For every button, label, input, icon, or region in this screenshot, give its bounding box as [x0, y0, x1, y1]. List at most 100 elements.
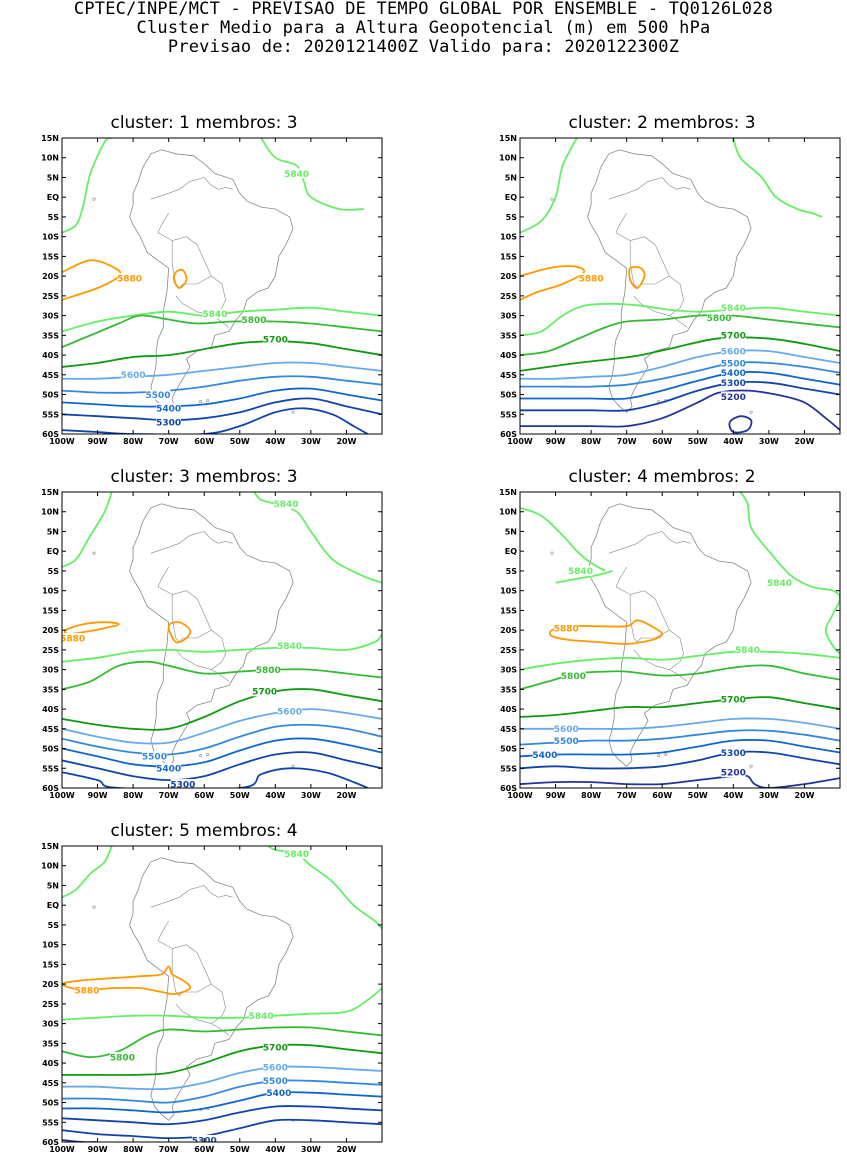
lon-tick-label: 20W — [794, 791, 814, 800]
lon-tick-label: 80W — [123, 791, 143, 800]
contour-label-bg — [735, 644, 760, 655]
lat-tick-label: 45S — [500, 371, 517, 380]
lon-tick-label: 70W — [159, 437, 179, 446]
contour-label: 5600 — [721, 347, 746, 357]
country-border — [608, 531, 663, 554]
contour-label-bg — [767, 577, 792, 588]
lon-tick-label: 90W — [88, 1145, 108, 1154]
lat-tick-label: 60S — [500, 784, 517, 793]
lon-tick-label: 90W — [88, 437, 108, 446]
island — [199, 400, 203, 404]
country-border — [203, 885, 233, 898]
contour-5840 — [739, 492, 840, 655]
contour-label: 5500 — [554, 737, 579, 747]
lat-tick-label: 50S — [500, 745, 517, 754]
map-plot: 58805840584058005700560055005400530015N1… — [41, 135, 383, 446]
lat-tick-label: 15N — [41, 135, 59, 143]
lat-tick-label: 10S — [42, 587, 59, 596]
contour-label: 5800 — [561, 672, 586, 682]
contour-5840 — [555, 570, 613, 584]
contour-label: 5700 — [263, 1044, 288, 1054]
contour-label-bg — [561, 670, 586, 681]
contour-label: 5880 — [60, 634, 85, 644]
coastline — [129, 149, 294, 413]
country-border — [150, 885, 205, 908]
panel-title: cluster: 3 membros: 3 — [110, 467, 298, 487]
contour-label: 5840 — [273, 500, 298, 510]
lat-tick-label: 60S — [42, 1138, 59, 1147]
lat-tick-label: 25S — [42, 1000, 59, 1009]
contour-5880 — [63, 621, 120, 636]
contour-label-bg — [263, 1042, 288, 1053]
contour-5700 — [520, 696, 840, 718]
contour-label: 5840 — [721, 304, 746, 314]
contour-5840 — [520, 650, 840, 671]
coastline — [587, 503, 752, 767]
plot-frame — [519, 491, 841, 789]
contour-5500 — [62, 723, 382, 756]
island — [550, 197, 554, 201]
lat-tick-label: 5S — [506, 567, 518, 576]
lon-tick-label: 50W — [230, 1145, 250, 1154]
lat-tick-label: 50S — [42, 391, 59, 400]
island — [92, 197, 96, 201]
country-border — [669, 629, 684, 670]
contour-5840 — [520, 302, 840, 337]
island — [206, 398, 210, 402]
contour-label-bg — [721, 694, 746, 705]
lon-tick-label: 80W — [123, 1145, 143, 1154]
contour-label-bg — [256, 664, 281, 675]
contour-5840 — [62, 492, 113, 568]
lat-tick-label: 5S — [506, 213, 518, 222]
contour-5800 — [62, 314, 382, 349]
island — [664, 752, 668, 756]
contour-label: 5300 — [721, 749, 746, 759]
lat-tick-label: 50S — [500, 391, 517, 400]
contour-label: 5300 — [721, 379, 746, 389]
contour-label: 5840 — [277, 642, 302, 652]
map-area: 5880 5840 5840 5800 5700 5600 5500 5400 5300 — [62, 138, 382, 434]
contour-5200 — [520, 389, 840, 431]
lat-tick-label: 10N — [41, 154, 59, 163]
cluster-panel-3: cluster: 3 membros: 3 5880 5840 5840 5800 57… — [24, 467, 384, 812]
country-border — [669, 315, 688, 328]
country-border — [171, 594, 180, 643]
contour-5700 — [62, 688, 382, 731]
contour-label-bg — [721, 330, 746, 341]
lat-tick-label: 15S — [42, 960, 59, 969]
header-line-2: Cluster Medio para a Altura Geopotencial… — [136, 18, 711, 38]
lat-tick-label: 60S — [42, 430, 59, 439]
contour-label-bg — [156, 763, 181, 774]
coastline — [587, 149, 752, 413]
contour-label: 5840 — [284, 170, 309, 180]
lon-tick-label: 70W — [617, 437, 637, 446]
map-plot: 58805840584058005700560055005400530015N1… — [41, 489, 383, 800]
country-border — [629, 594, 638, 643]
lat-tick-label: 55S — [42, 410, 59, 419]
country-border — [633, 649, 670, 670]
lat-tick-label: 55S — [42, 764, 59, 773]
contour-label-bg — [170, 779, 196, 788]
country-border — [211, 1023, 230, 1036]
country-border — [175, 1003, 212, 1024]
country-border — [203, 531, 233, 544]
cluster-panel-1: cluster: 1 membros: 3 5880 5840 5840 5800 57… — [24, 113, 384, 458]
cluster-panel-5: cluster: 5 membros: 4 5880 5840 5840 5800 57… — [24, 821, 384, 1166]
map-area: 5880 5840 5840 5840 5800 5700 5600 5500 5400 5300… — [520, 492, 840, 788]
country-border — [661, 531, 691, 544]
lat-tick-label: 25S — [42, 292, 59, 301]
lat-tick-label: 30S — [42, 312, 59, 321]
lat-tick-label: 35S — [42, 331, 59, 340]
contour-label-bg — [721, 767, 746, 778]
contour-label-bg — [145, 389, 171, 400]
contour-label: 5840 — [767, 579, 792, 589]
country-border — [211, 669, 230, 682]
contour-5500 — [520, 361, 840, 388]
lon-tick-label: 100W — [49, 1145, 75, 1154]
contour-5700 — [62, 1043, 382, 1076]
contour-5400 — [62, 1091, 382, 1114]
lon-tick-label: 100W — [49, 437, 75, 446]
lat-tick-label: 25S — [500, 646, 517, 655]
contour-label-bg — [117, 273, 142, 284]
contour-label: 5840 — [202, 310, 227, 320]
